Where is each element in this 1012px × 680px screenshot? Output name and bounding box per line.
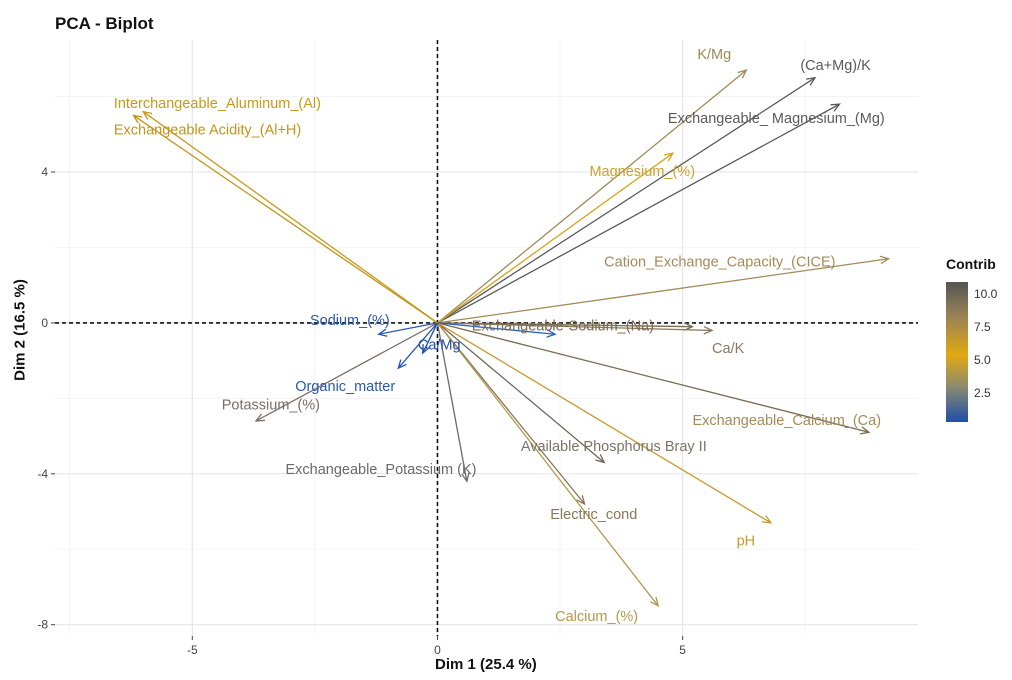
arrow-head: [703, 325, 714, 335]
legend-tick-label: 7.5: [974, 320, 991, 335]
legend-colorbar: [946, 282, 968, 422]
x-tick-label: -5: [187, 643, 198, 657]
variable-label: (Ca+Mg)/K: [800, 58, 871, 74]
loading-arrow: [437, 77, 816, 324]
loading-arrow: [422, 322, 439, 354]
loading-arrow: [437, 322, 556, 335]
variable-label: Exchangeable_Potassium (K): [285, 462, 476, 478]
variable-label: Sodium_(%): [310, 313, 390, 329]
loading-arrow: [133, 114, 438, 324]
variable-label: Exchangeable_Calcium_(Ca): [692, 413, 881, 429]
loading-arrow: [255, 322, 438, 422]
loading-arrow: [437, 322, 605, 463]
loading-arrow: [437, 322, 870, 433]
arrow-head: [254, 413, 266, 422]
loading-arrow: [437, 152, 674, 324]
arrow-head: [737, 69, 748, 79]
variable-label: Calcium_(%): [555, 609, 638, 625]
arrow-head: [546, 329, 557, 338]
arrow-head: [461, 472, 470, 483]
y-tick-label: 0: [41, 316, 48, 330]
arrow-head: [377, 328, 388, 337]
arrow-head: [806, 76, 817, 86]
legend-title: Contrib: [946, 256, 996, 272]
legend-tick-label: 10.0: [974, 287, 998, 302]
y-tick-label: 4: [41, 165, 48, 179]
legend-tick-label: 5.0: [974, 353, 991, 368]
variable-label: Interchangeable_Aluminum_(Al): [114, 96, 321, 112]
variable-label: Exchangeable Acidity_(Al+H): [114, 122, 301, 138]
variable-label: Ca/K: [712, 341, 745, 357]
legend: Contrib 10.0 7.5 5.0 2.5: [946, 256, 997, 422]
arrow-head: [132, 114, 143, 124]
variable-label: K/Mg: [697, 47, 731, 63]
arrow-head: [859, 426, 871, 435]
arrow-head: [683, 322, 695, 331]
loading-arrow: [436, 322, 586, 505]
loading-arrow: [437, 322, 713, 332]
variable-label: Organic_matter: [295, 379, 395, 395]
variable-label: Potassium_(%): [222, 398, 320, 414]
variable-label: Exchangeable-Sodium_(Na): [472, 318, 654, 334]
x-tick-label: 0: [434, 643, 441, 657]
variable-label: Available Phosphorus Bray II: [521, 439, 707, 455]
loading-arrow: [436, 322, 468, 482]
loading-arrow: [142, 111, 438, 324]
loading-arrow: [397, 322, 438, 369]
loading-arrow: [378, 322, 438, 335]
variable-label: Cation_Exchange_Capacity_(CICE): [604, 254, 835, 270]
arrow-head: [663, 152, 675, 162]
loading-arrow: [436, 322, 659, 607]
arrow-head: [879, 255, 891, 265]
variable-label: Ca/Mg: [418, 337, 461, 353]
x-axis-label: Dim 1 (25.4 %): [435, 656, 537, 673]
arrow-head: [141, 110, 153, 120]
variable-label: pH: [737, 533, 756, 549]
loading-arrow: [437, 258, 889, 324]
arrow-head: [649, 596, 660, 608]
variable-label: Exchangeable_ Magnesium_(Mg): [668, 111, 885, 127]
variable-label: Electric_cond: [550, 507, 637, 523]
variable-label: Magnesium_(%): [589, 164, 695, 180]
y-tick-label: -4: [37, 467, 48, 481]
chart-title: PCA - Biplot: [55, 14, 154, 33]
loading-arrow: [437, 322, 772, 524]
arrow-head: [397, 359, 407, 370]
y-axis-label: Dim 2 (16.5 %): [11, 279, 29, 381]
legend-tick-label: 2.5: [974, 386, 991, 401]
loading-arrow: [437, 69, 747, 324]
arrow-head: [830, 103, 841, 112]
arrow-head: [595, 454, 606, 464]
x-tick-label: 5: [679, 643, 686, 657]
arrow-head: [422, 344, 431, 355]
arrow-head: [761, 515, 773, 524]
y-tick-label: -8: [37, 618, 48, 632]
arrow-head: [576, 495, 586, 506]
loading-arrow: [437, 103, 840, 324]
